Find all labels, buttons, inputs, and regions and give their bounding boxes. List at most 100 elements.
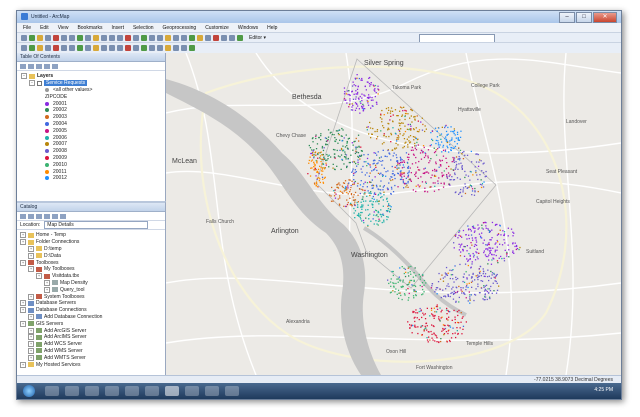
taskbar-app-icon[interactable] xyxy=(145,386,159,396)
menu-customize[interactable]: Customize xyxy=(205,24,229,31)
catalog-tree-item[interactable]: + Add WMTS Server xyxy=(20,354,165,361)
basemap-canvas[interactable]: Silver Spring Bethesda McLean Arlington Wash… xyxy=(166,53,621,375)
start-button[interactable] xyxy=(23,385,35,397)
toolbar-tool-icon[interactable] xyxy=(109,45,115,51)
toolbar-tool-icon[interactable] xyxy=(77,45,83,51)
toolbar-tool-icon[interactable] xyxy=(181,35,187,41)
toolbar-tool-icon[interactable] xyxy=(157,45,163,51)
catalog-tree-item[interactable]: + My Hosted Services xyxy=(20,361,165,368)
toolbar-tool-icon[interactable] xyxy=(29,35,35,41)
toolbar-tool-icon[interactable] xyxy=(53,45,59,51)
taskbar-app-icon[interactable] xyxy=(45,386,59,396)
up-one-level-icon[interactable] xyxy=(36,213,42,219)
expand-icon[interactable]: + xyxy=(28,354,34,361)
taskbar-app-icon[interactable] xyxy=(225,386,239,396)
toolbar-tool-icon[interactable] xyxy=(69,45,75,51)
expand-icon[interactable]: + xyxy=(28,341,34,348)
list-by-source-icon[interactable] xyxy=(28,63,34,69)
toolbar-tool-icon[interactable] xyxy=(197,35,203,41)
expand-icon[interactable]: + xyxy=(20,232,26,239)
menu-edit[interactable]: Edit xyxy=(40,24,49,31)
expand-icon[interactable]: + xyxy=(20,307,26,314)
toc-options-icon[interactable] xyxy=(52,63,58,69)
toolbar-tool-icon[interactable] xyxy=(133,45,139,51)
catalog-tree-item[interactable]: + GIS Servers xyxy=(20,320,165,327)
catalog-tree-item[interactable]: + System Toolboxes xyxy=(20,293,165,300)
toolbar-tool-icon[interactable] xyxy=(181,45,187,51)
toolbar-tool-icon[interactable] xyxy=(149,35,155,41)
taskbar-app-icon[interactable] xyxy=(205,386,219,396)
service-requests-layer-row[interactable]: − Service Requests xyxy=(21,80,165,87)
expand-icon[interactable]: + xyxy=(28,327,34,334)
toolbar-tool-icon[interactable] xyxy=(189,35,195,41)
catalog-tree-item[interactable]: + Toolboxes xyxy=(20,259,165,266)
catalog-tree-item[interactable]: + Add WMS Server xyxy=(20,347,165,355)
taskbar-app-icon[interactable] xyxy=(185,386,199,396)
toolbar-tool-icon[interactable] xyxy=(21,35,27,41)
expand-icon[interactable]: + xyxy=(28,266,34,273)
toolbar-tool-icon[interactable] xyxy=(77,35,83,41)
toolbar-tool-icon[interactable] xyxy=(85,45,91,51)
collapse-icon[interactable]: − xyxy=(29,80,35,87)
toolbar-tool-icon[interactable] xyxy=(213,35,219,41)
catalog-tree-item[interactable]: + Add ArcGIS Server xyxy=(20,327,165,334)
menu-windows[interactable]: Windows xyxy=(237,24,259,31)
menu-help[interactable]: Help xyxy=(267,24,278,31)
forward-icon[interactable] xyxy=(28,213,34,219)
toolbar-tool-icon[interactable] xyxy=(125,35,131,41)
toolbar-tool-icon[interactable] xyxy=(61,45,67,51)
maximize-button[interactable]: □ xyxy=(576,12,592,23)
toolbar-tool-icon[interactable] xyxy=(221,35,227,41)
toolbar-tool-icon[interactable] xyxy=(141,35,147,41)
catalog-tree-item[interactable]: + Add ArcIMS Server xyxy=(20,334,165,341)
taskbar-app-icon[interactable] xyxy=(125,386,139,396)
menu-bookmarks[interactable]: Bookmarks xyxy=(77,24,103,31)
toolbar-tool-icon[interactable] xyxy=(117,35,123,41)
title-bar[interactable]: Untitled - ArcMap – □ ✕ xyxy=(17,11,621,23)
list-by-visibility-icon[interactable] xyxy=(36,63,42,69)
toolbar-tool-icon[interactable] xyxy=(237,35,243,41)
expand-icon[interactable]: + xyxy=(28,293,34,300)
toolbar-tool-icon[interactable] xyxy=(53,35,59,41)
back-icon[interactable] xyxy=(20,213,26,219)
map-view[interactable]: Silver Spring Bethesda McLean Arlington Wash… xyxy=(166,53,621,375)
toolbar-tool-icon[interactable] xyxy=(21,45,27,51)
toolbar-tool-icon[interactable] xyxy=(141,45,147,51)
toolbar-tool-icon[interactable] xyxy=(61,35,67,41)
expand-icon[interactable]: + xyxy=(28,334,34,341)
catalog-tree-item[interactable]: + Database Servers xyxy=(20,300,165,307)
menu-selection[interactable]: Selection xyxy=(132,24,154,31)
catalog-tree-item[interactable]: + Database Connections xyxy=(20,307,165,314)
menu-file[interactable]: File xyxy=(23,24,32,31)
expand-icon[interactable]: + xyxy=(20,259,26,266)
toolbar-tool-icon[interactable] xyxy=(165,45,171,51)
catalog-tree-item[interactable]: + My Toolboxes xyxy=(20,266,165,273)
catalog-tree-item[interactable]: + Home - Temp xyxy=(20,232,165,239)
home-icon[interactable] xyxy=(44,213,50,219)
toolbar-tool-icon[interactable] xyxy=(101,45,107,51)
catalog-tree-item[interactable]: + Visitdata.tbx xyxy=(20,273,165,280)
expand-icon[interactable]: + xyxy=(20,300,26,307)
toolbar-tool-icon[interactable] xyxy=(117,45,123,51)
toolbar-tool-icon[interactable] xyxy=(45,35,51,41)
collapse-icon[interactable]: − xyxy=(21,73,27,80)
catalog-tree-item[interactable]: + D:\Data xyxy=(20,252,165,259)
catalog-tree-item[interactable]: + Folder Connections xyxy=(20,239,165,246)
expand-icon[interactable]: + xyxy=(28,252,34,259)
catalog-tree-item[interactable]: + Add Database Connection xyxy=(20,313,165,321)
toolbar-tool-icon[interactable] xyxy=(229,35,235,41)
menu-insert[interactable]: Insert xyxy=(111,24,124,31)
toolbar-tool-icon[interactable] xyxy=(165,35,171,41)
catalog-tree-item[interactable]: + D:\temp xyxy=(20,245,165,253)
toolbar-tool-icon[interactable] xyxy=(173,45,179,51)
toolbar-tool-icon[interactable] xyxy=(189,45,195,51)
toolbar-tool-icon[interactable] xyxy=(149,45,155,51)
expand-icon[interactable]: + xyxy=(20,361,26,368)
toggle-contents-icon[interactable] xyxy=(60,213,66,219)
taskbar-app-icon[interactable] xyxy=(85,386,99,396)
list-by-drawing-order-icon[interactable] xyxy=(20,63,26,69)
taskbar-app-icon[interactable] xyxy=(65,386,79,396)
expand-icon[interactable]: + xyxy=(20,320,26,327)
expand-icon[interactable]: + xyxy=(28,347,34,354)
taskbar-arcmap-icon[interactable] xyxy=(165,386,179,396)
